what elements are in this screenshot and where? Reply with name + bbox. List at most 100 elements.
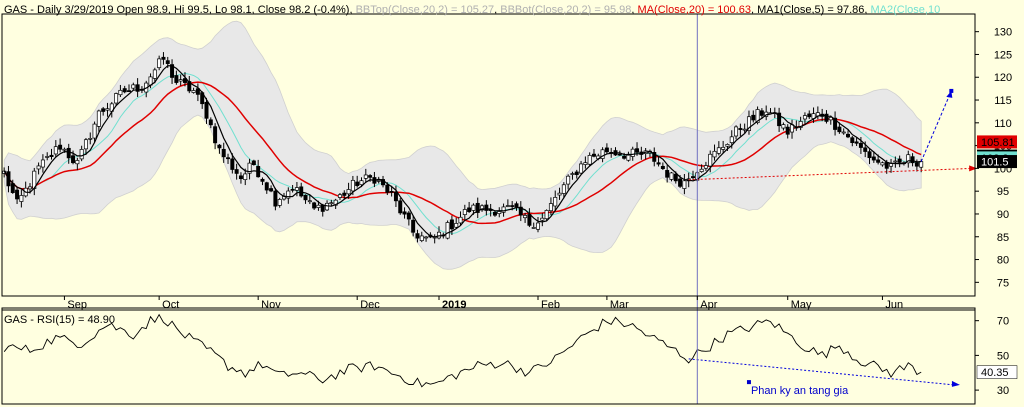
candle <box>759 108 764 119</box>
candle-body <box>807 113 812 118</box>
forecast-line <box>920 90 952 162</box>
candle <box>363 168 368 183</box>
candle-body <box>626 153 631 161</box>
candle-body <box>699 168 704 172</box>
candle-body <box>195 88 200 95</box>
candle-body <box>66 147 71 159</box>
candle-body <box>411 219 416 233</box>
candle <box>591 149 596 158</box>
candle-body <box>665 170 670 178</box>
candle-body <box>96 110 101 127</box>
candle-body <box>226 157 231 160</box>
candle-body <box>682 180 687 189</box>
candle <box>691 170 695 181</box>
candle <box>484 200 489 216</box>
candle <box>161 52 166 65</box>
price-tag: 105.81 <box>977 135 1017 149</box>
candle <box>217 144 222 154</box>
candle-body <box>312 202 317 209</box>
candle <box>264 181 269 194</box>
candle <box>226 153 231 164</box>
candle-body <box>170 64 175 78</box>
candle <box>238 172 243 184</box>
x-tick-label: Nov <box>261 299 281 311</box>
candle <box>83 138 88 156</box>
candle <box>79 145 84 162</box>
candle <box>454 217 459 229</box>
candle-body <box>910 156 915 164</box>
candle-body <box>828 116 833 121</box>
candle-body <box>337 194 342 198</box>
candle <box>393 185 398 207</box>
y-tick-label: 115 <box>994 95 1012 107</box>
candle <box>553 190 558 212</box>
candle <box>251 159 256 166</box>
candle-body <box>622 155 627 159</box>
bollinger-band <box>3 20 922 270</box>
candle <box>303 194 308 204</box>
candle <box>492 210 497 217</box>
candle-body <box>346 189 351 195</box>
candle-body <box>734 126 739 137</box>
candle-body <box>492 211 497 216</box>
candle-body <box>101 108 106 112</box>
candle <box>290 185 295 193</box>
candle-body <box>316 204 321 208</box>
candle <box>699 164 704 173</box>
candle <box>871 151 876 163</box>
candle-body <box>746 116 751 131</box>
candle <box>665 165 670 183</box>
candle-body <box>415 233 420 239</box>
ma5-line <box>3 65 922 238</box>
rsi-y-tick-label: 50 <box>997 350 1009 362</box>
candle <box>389 185 394 197</box>
candle-body <box>238 175 243 180</box>
candle-body <box>122 88 127 93</box>
legend-separator: , <box>631 4 637 16</box>
candle-body <box>583 162 588 165</box>
candle-body <box>630 148 635 157</box>
candle-body <box>161 56 166 60</box>
candle-body <box>273 190 278 207</box>
candle-body <box>355 181 360 186</box>
candle <box>600 147 605 163</box>
price-frame <box>1 13 976 297</box>
x-tick-label: Jun <box>885 299 903 311</box>
candle <box>45 152 50 161</box>
candle-body <box>2 170 7 174</box>
candle <box>53 140 58 158</box>
candle-body <box>105 108 110 111</box>
candle-body <box>656 162 661 165</box>
candle-body <box>213 126 218 144</box>
ma10-line <box>3 72 922 235</box>
candle-body <box>204 101 209 119</box>
candle <box>579 160 584 175</box>
y-tick-label: 95 <box>997 186 1009 198</box>
y-tick-label: 80 <box>997 255 1009 267</box>
candle <box>66 143 71 164</box>
candle-body <box>570 173 575 175</box>
candle-body <box>325 202 330 211</box>
candle <box>376 176 381 184</box>
candle-body <box>19 195 24 202</box>
price-tag-box <box>977 135 1017 149</box>
candle-body <box>785 126 790 135</box>
candle-body <box>777 112 782 127</box>
candle <box>445 220 450 240</box>
candle-body <box>591 153 596 157</box>
y-tick-label: 130 <box>994 27 1012 39</box>
candle-body <box>678 178 683 187</box>
candle <box>837 122 842 134</box>
candle <box>260 177 265 186</box>
candle <box>221 142 226 163</box>
candle <box>833 111 838 136</box>
candle-body <box>71 155 76 164</box>
candle-body <box>329 202 334 205</box>
candle-body <box>83 139 88 150</box>
candle-body <box>729 136 734 143</box>
candle <box>247 158 252 180</box>
candle <box>170 59 175 84</box>
axes: 7580859095100105110115120125130SepOctNov… <box>1 13 1018 405</box>
candle-body <box>27 186 32 190</box>
candle <box>777 107 782 132</box>
